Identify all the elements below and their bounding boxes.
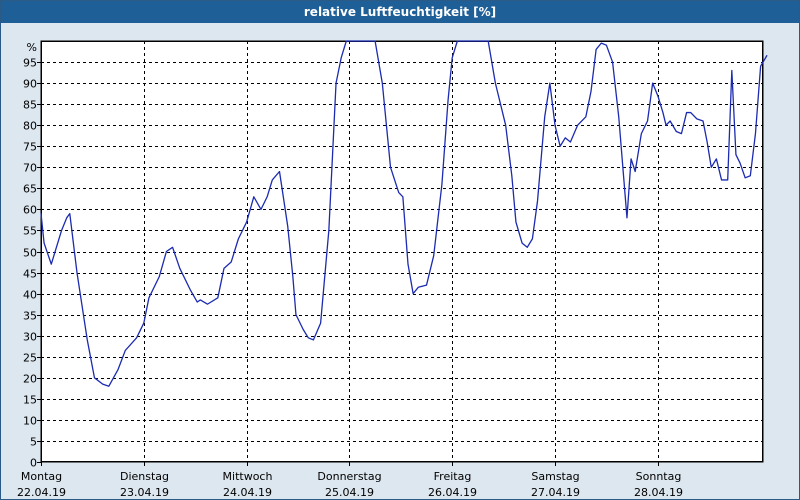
y-tick-label: 95	[23, 57, 37, 70]
y-tick-label: 15	[23, 394, 37, 407]
y-tick-label: 70	[23, 162, 37, 175]
y-tick-label: 5	[30, 436, 37, 449]
y-tick-label: 30	[23, 331, 37, 344]
y-tick-label: 45	[23, 268, 37, 281]
axis-layer	[37, 41, 763, 466]
y-tick-label: 60	[23, 204, 37, 217]
y-tick-label: 55	[23, 225, 37, 238]
y-tick-label: 40	[23, 289, 37, 302]
y-tick-label: 65	[23, 183, 37, 196]
x-tick-label-date: 25.04.19	[325, 486, 374, 499]
y-tick-label: 10	[23, 415, 37, 428]
x-tick-label-date: 23.04.19	[120, 486, 169, 499]
plot-border	[41, 41, 763, 462]
y-tick-label: 0	[30, 457, 37, 470]
y-tick-label: 35	[23, 310, 37, 323]
chart-title: relative Luftfeuchtigkeit [%]	[1, 1, 799, 23]
x-tick-label-day: Mittwoch	[223, 470, 273, 483]
grid-layer	[41, 41, 763, 462]
series-line	[40, 40, 768, 387]
x-tick-label-date: 27.04.19	[531, 486, 580, 499]
x-tick-label-date: 22.04.19	[17, 486, 66, 499]
x-tick-label-day: Montag	[21, 470, 62, 483]
x-tick-label-date: 28.04.19	[634, 486, 683, 499]
y-tick-label: 90	[23, 78, 37, 91]
x-tick-label-day: Freitag	[434, 470, 472, 483]
y-tick-label: 25	[23, 352, 37, 365]
x-tick-label-day: Sonntag	[636, 470, 682, 483]
x-tick-label-date: 24.04.19	[223, 486, 272, 499]
y-tick-label: 80	[23, 120, 37, 133]
y-tick-label: 75	[23, 141, 37, 154]
x-tick-label-day: Donnerstag	[317, 470, 381, 483]
y-axis-unit-label: %	[27, 41, 37, 54]
plot-area	[40, 40, 764, 463]
tick-label-layer: 0 5 10 15 20 25 30 35 40 45 50 55 60 65 70 75 80 85 90 95% M…	[17, 41, 683, 499]
y-tick-label: 50	[23, 247, 37, 260]
x-tick-label-day: Samstag	[531, 470, 579, 483]
x-tick-label-day: Dienstag	[120, 470, 169, 483]
y-tick-label: 20	[23, 373, 37, 386]
x-tick-label-date: 26.04.19	[428, 486, 477, 499]
y-tick-label: 85	[23, 99, 37, 112]
